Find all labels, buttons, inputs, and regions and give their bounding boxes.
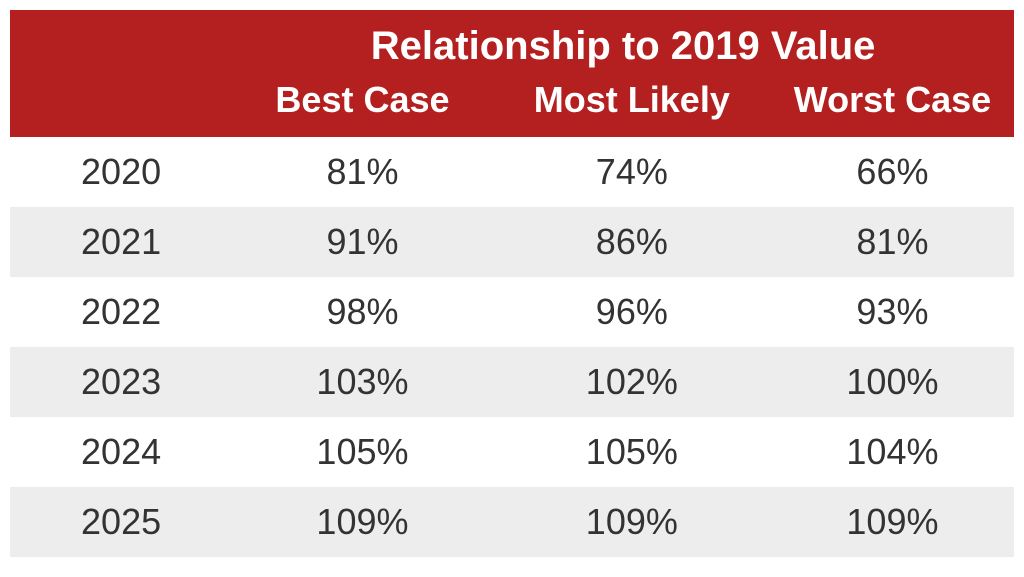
scenario-table: Relationship to 2019 Value Best Case Mos…	[10, 10, 1014, 557]
year-cell: 2021	[10, 207, 232, 277]
best-case-cell: 98%	[232, 277, 493, 347]
year-cell: 2023	[10, 347, 232, 417]
most-likely-cell: 86%	[493, 207, 771, 277]
table-row: 2020 81% 74% 66%	[10, 137, 1014, 207]
most-likely-cell: 109%	[493, 487, 771, 557]
header-blank-cell-2	[10, 75, 232, 137]
best-case-cell: 105%	[232, 417, 493, 487]
most-likely-cell: 96%	[493, 277, 771, 347]
worst-case-cell: 104%	[771, 417, 1014, 487]
worst-case-cell: 66%	[771, 137, 1014, 207]
best-case-cell: 81%	[232, 137, 493, 207]
table-header-columns-row: Best Case Most Likely Worst Case	[10, 75, 1014, 137]
worst-case-cell: 100%	[771, 347, 1014, 417]
worst-case-cell: 93%	[771, 277, 1014, 347]
header-blank-cell	[10, 10, 232, 75]
most-likely-cell: 74%	[493, 137, 771, 207]
best-case-cell: 91%	[232, 207, 493, 277]
year-cell: 2020	[10, 137, 232, 207]
table-row: 2025 109% 109% 109%	[10, 487, 1014, 557]
worst-case-cell: 81%	[771, 207, 1014, 277]
best-case-cell: 109%	[232, 487, 493, 557]
col-header-worst-case: Worst Case	[771, 75, 1014, 137]
table-title: Relationship to 2019 Value	[232, 10, 1014, 75]
table-row: 2023 103% 102% 100%	[10, 347, 1014, 417]
col-header-best-case: Best Case	[232, 75, 493, 137]
table-row: 2022 98% 96% 93%	[10, 277, 1014, 347]
best-case-cell: 103%	[232, 347, 493, 417]
year-cell: 2024	[10, 417, 232, 487]
col-header-most-likely: Most Likely	[493, 75, 771, 137]
year-cell: 2022	[10, 277, 232, 347]
worst-case-cell: 109%	[771, 487, 1014, 557]
most-likely-cell: 102%	[493, 347, 771, 417]
year-cell: 2025	[10, 487, 232, 557]
most-likely-cell: 105%	[493, 417, 771, 487]
table-row: 2024 105% 105% 104%	[10, 417, 1014, 487]
table-header-title-row: Relationship to 2019 Value	[10, 10, 1014, 75]
table-row: 2021 91% 86% 81%	[10, 207, 1014, 277]
